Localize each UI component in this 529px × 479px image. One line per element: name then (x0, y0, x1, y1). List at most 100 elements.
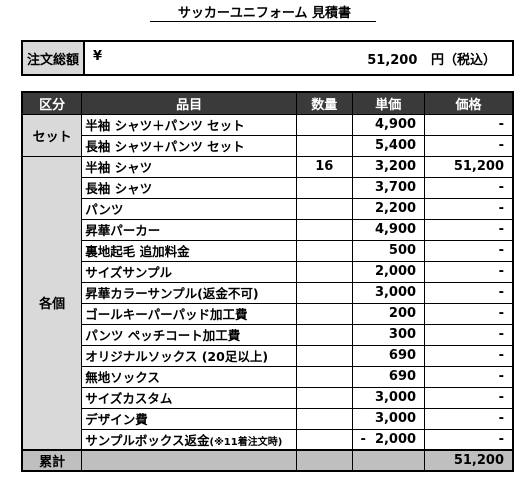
item-name: 長袖 シャツ (81, 176, 297, 199)
total-empty (296, 449, 353, 472)
unit-price: 4,900 (351, 218, 426, 241)
item-name-text: サンプルボックス返金 (85, 432, 210, 448)
quantity-cell[interactable] (296, 113, 353, 136)
title-underline (150, 21, 376, 22)
unit-price: -2,000 (351, 428, 426, 451)
tax-included-note: 円（税込） (430, 52, 496, 68)
table-row: サイズサンプル 2,000 - (22, 260, 514, 283)
line-total: - (424, 365, 514, 388)
quantity-cell[interactable] (296, 134, 353, 157)
table-row: パンツ ペッチコート加工費 300 - (22, 323, 514, 346)
line-total: - (424, 344, 514, 367)
table-row: 裏地起毛 追加料金 500 - (22, 239, 514, 262)
item-name: 裏地起毛 追加料金 (81, 239, 297, 262)
page-title: サッカーユニフォーム 見積書 (177, 6, 352, 21)
unit-price: 500 (351, 239, 426, 262)
total-empty (81, 449, 297, 472)
item-name: 昇華パーカー (81, 218, 297, 241)
unit-price-value: 2,000 (374, 431, 417, 447)
item-name: 長袖 シャツ＋パンツ セット (81, 134, 297, 157)
quantity-cell[interactable] (296, 218, 353, 241)
unit-price: 690 (351, 365, 426, 388)
quantity-cell[interactable] (296, 176, 353, 199)
unit-price: 300 (351, 323, 426, 346)
table-row: 各個 半袖 シャツ 16 3,200 51,200 (21, 155, 514, 451)
quantity-cell[interactable] (296, 323, 353, 346)
line-total: - (424, 134, 514, 157)
quantity-cell[interactable]: 16 (296, 155, 353, 178)
line-total: - (424, 176, 514, 199)
order-total-value: ¥ 51,200 円（税込） (83, 40, 514, 76)
total-row: 累計 51,200 (21, 449, 514, 472)
estimate-table: 区分 品目 数量 単価 価格 セット 半袖 シャツ＋パンツ セット 4,900 … (21, 91, 514, 472)
quantity-cell[interactable] (296, 365, 353, 388)
order-total-amount: 51,200 (367, 52, 418, 68)
item-name: 無地ソックス (81, 365, 297, 388)
category-set: セット (21, 113, 83, 157)
unit-price: 690 (351, 344, 426, 367)
quantity-cell[interactable] (296, 239, 353, 262)
item-name: ゴールキーパーパッド加工費 (81, 302, 297, 325)
quantity-cell[interactable] (296, 407, 353, 430)
unit-price: 3,000 (351, 386, 426, 409)
line-total: - (424, 113, 514, 136)
quantity-cell[interactable] (296, 428, 353, 451)
item-name: サイズカスタム (81, 386, 297, 409)
unit-price: 5,400 (351, 134, 426, 157)
item-name: パンツ (81, 197, 297, 220)
table-row: デザイン費 3,000 - (22, 407, 514, 430)
line-total: - (424, 428, 514, 451)
table-row: サンプルボックス返金(※11着注文時) -2,000 - (22, 428, 514, 451)
quantity-cell[interactable] (296, 302, 353, 325)
item-name: デザイン費 (81, 407, 297, 430)
unit-price: 3,200 (351, 155, 426, 178)
quantity-cell[interactable] (296, 281, 353, 304)
order-total-amount-group: 51,200 円（税込） (367, 49, 496, 68)
minus-sign: - (360, 431, 366, 447)
order-total-summary: 注文総額 ¥ 51,200 円（税込） (21, 40, 514, 76)
line-total: - (424, 281, 514, 304)
quantity-cell[interactable] (296, 197, 353, 220)
header-category: 区分 (21, 91, 83, 115)
category-individual: 各個 (21, 155, 83, 451)
unit-price: 3,000 (351, 407, 426, 430)
item-name: パンツ ペッチコート加工費 (81, 323, 297, 346)
item-name: オリジナルソックス (20足以上) (81, 344, 297, 367)
grand-total: 51,200 (424, 449, 514, 472)
quantity-cell[interactable] (296, 260, 353, 283)
table-row: 長袖 シャツ 3,700 - (22, 176, 514, 199)
item-name: サイズサンプル (81, 260, 297, 283)
quantity-cell[interactable] (296, 344, 353, 367)
table-row: ゴールキーパーパッド加工費 200 - (22, 302, 514, 325)
unit-price: 3,000 (351, 281, 426, 304)
unit-price: 3,700 (351, 176, 426, 199)
item-note: (※11着注文時) (209, 436, 283, 448)
total-empty (351, 449, 426, 472)
line-total: - (424, 197, 514, 220)
header-quantity: 数量 (296, 91, 353, 115)
table-row: 昇華カラーサンプル(返金不可) 3,000 - (22, 281, 514, 304)
table-header-row: 区分 品目 数量 単価 価格 (21, 91, 514, 115)
order-total-label: 注文総額 (21, 40, 85, 76)
table-row: サイズカスタム 3,000 - (22, 386, 514, 409)
header-item: 品目 (81, 91, 297, 115)
line-total: - (424, 386, 514, 409)
table-row: オリジナルソックス (20足以上) 690 - (22, 344, 514, 367)
line-total: 51,200 (424, 155, 514, 178)
line-total: - (424, 323, 514, 346)
currency-symbol: ¥ (93, 48, 103, 64)
line-total: - (424, 239, 514, 262)
table-row: 昇華パーカー 4,900 - (22, 218, 514, 241)
unit-price: 2,200 (351, 197, 426, 220)
table-row: 無地ソックス 690 - (22, 365, 514, 388)
item-name: 半袖 シャツ＋パンツ セット (81, 113, 297, 136)
line-total: - (424, 260, 514, 283)
line-total: - (424, 407, 514, 430)
unit-price: 4,900 (351, 113, 426, 136)
quantity-cell[interactable] (296, 386, 353, 409)
table-row: パンツ 2,200 - (22, 197, 514, 220)
table-row: 長袖 シャツ＋パンツ セット 5,400 - (22, 134, 514, 157)
item-name: 昇華カラーサンプル(返金不可) (81, 281, 297, 304)
header-unit-price: 単価 (351, 91, 426, 115)
unit-price: 2,000 (351, 260, 426, 283)
